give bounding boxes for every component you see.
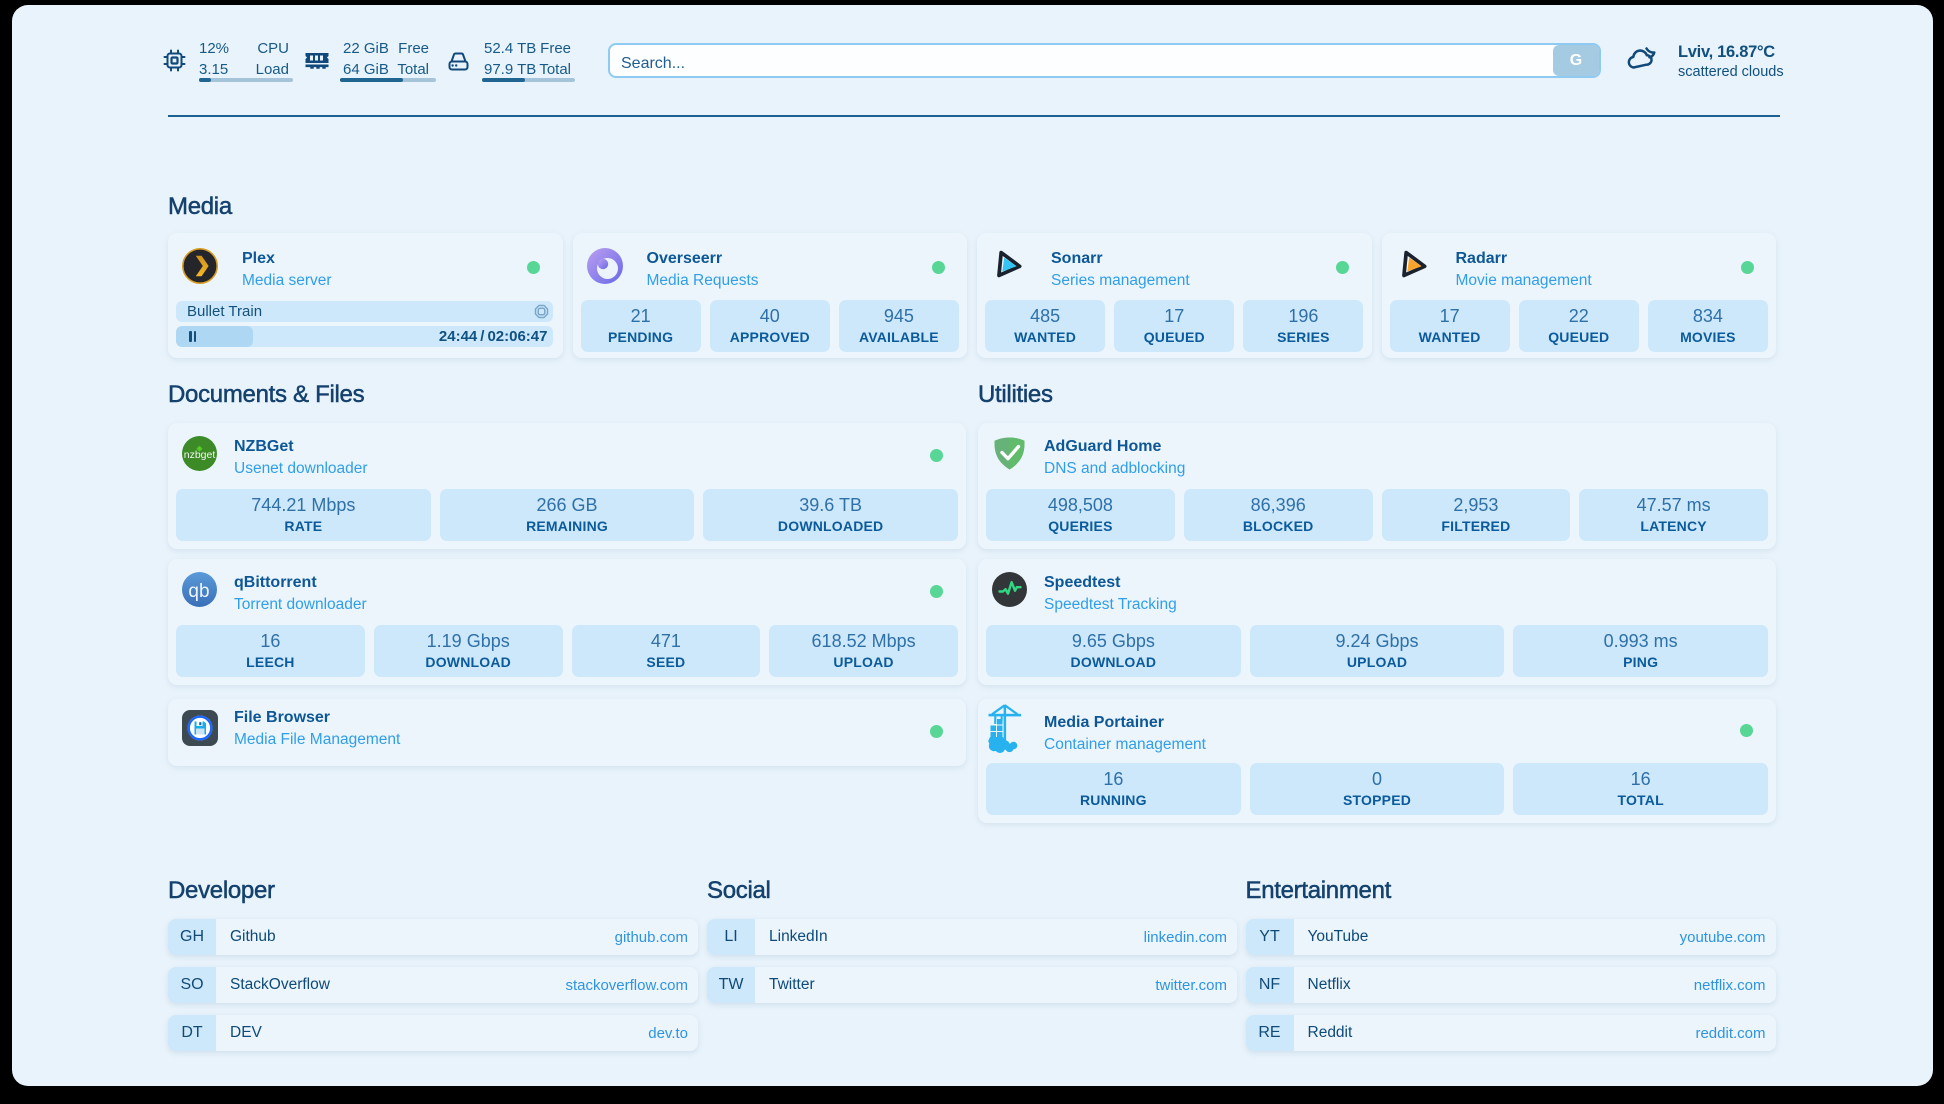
svg-text:nzbget: nzbget [184,449,216,461]
svg-text:qb: qb [188,581,209,602]
